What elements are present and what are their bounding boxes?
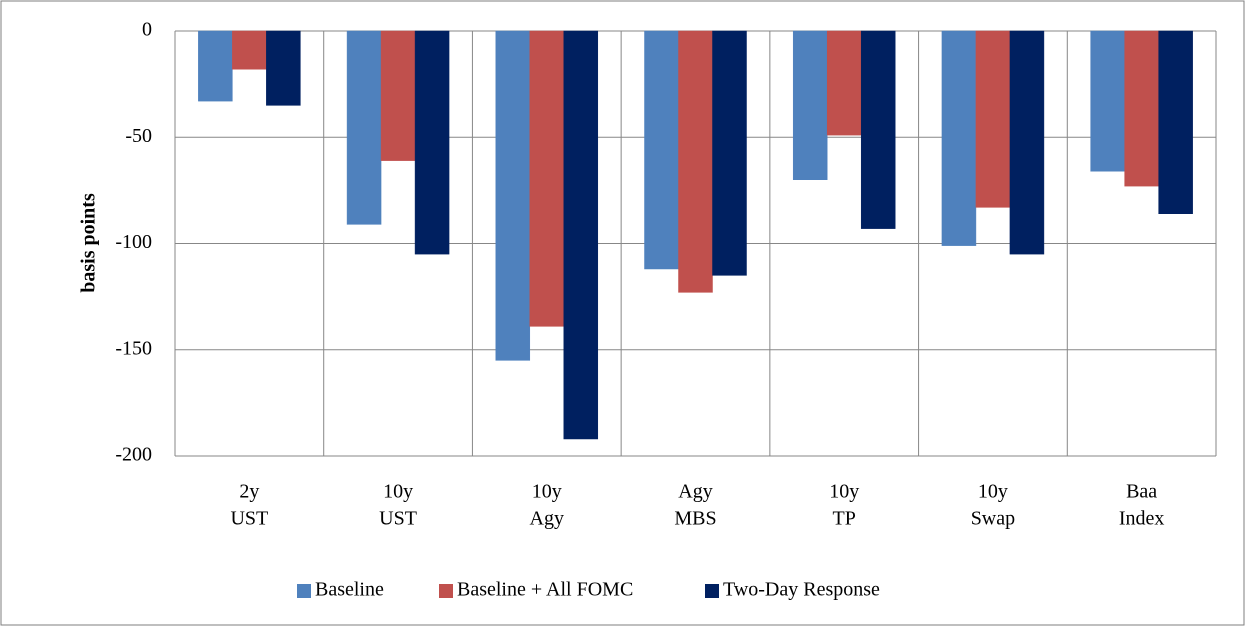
legend-swatch <box>297 584 311 598</box>
x-tick-label: 2y <box>239 481 259 503</box>
x-tick-label: Agy <box>678 481 712 503</box>
legend-label: Baseline + All FOMC <box>457 579 633 601</box>
x-tick-label: MBS <box>674 508 716 530</box>
bar <box>792 30 828 180</box>
bar <box>414 30 450 255</box>
bar <box>1090 30 1125 172</box>
bar <box>1009 30 1045 255</box>
y-axis-label: basis points <box>78 193 100 293</box>
bar <box>644 30 679 270</box>
x-tick-label: Baa <box>1126 481 1157 503</box>
legend-swatch <box>705 584 719 598</box>
x-tick-label: Index <box>1119 508 1165 530</box>
bar <box>266 30 301 106</box>
bar <box>380 30 416 161</box>
bar <box>1158 30 1193 214</box>
bar <box>232 30 267 70</box>
bar <box>529 30 565 327</box>
x-tick-label: 10y <box>383 481 413 503</box>
legend-label: Baseline <box>315 579 384 601</box>
bar <box>1124 30 1159 187</box>
y-tick-label: -100 <box>115 231 152 253</box>
bar <box>678 30 713 293</box>
legend-swatch <box>439 584 453 598</box>
bar <box>712 30 747 276</box>
x-tick-label: UST <box>230 508 268 530</box>
y-tick-label: 0 <box>142 19 152 41</box>
bar <box>826 30 862 136</box>
x-tick-label: TP <box>833 508 856 530</box>
bar <box>495 30 531 361</box>
x-tick-label: 10y <box>829 481 859 503</box>
x-tick-label: Agy <box>530 508 564 530</box>
y-tick-label: -150 <box>115 337 152 359</box>
y-tick-label: -200 <box>115 444 152 466</box>
legend-label: Two-Day Response <box>723 579 880 601</box>
x-tick-label: Swap <box>971 508 1015 530</box>
bar <box>860 30 896 229</box>
x-tick-label: 10y <box>532 481 562 503</box>
x-tick-label: 10y <box>978 481 1008 503</box>
y-tick-label: -50 <box>125 125 152 147</box>
x-tick-label: UST <box>379 508 417 530</box>
bar <box>975 30 1011 208</box>
bar <box>563 30 599 440</box>
bar <box>346 30 382 225</box>
bar <box>198 30 233 102</box>
bar <box>941 30 977 246</box>
